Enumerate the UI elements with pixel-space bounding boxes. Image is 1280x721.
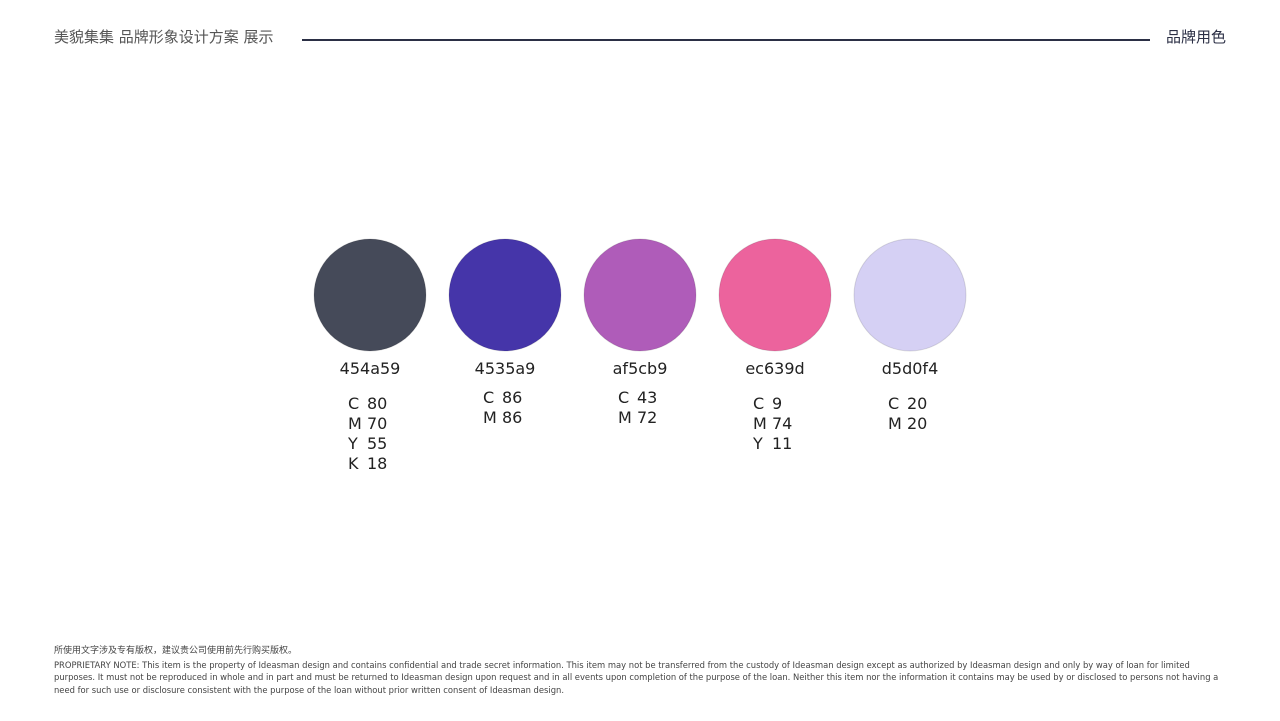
hex-code: 454a59	[339, 359, 401, 378]
cmyk-value: 55	[367, 434, 388, 453]
cmyk-value: 70	[367, 414, 388, 433]
hex-code: ec639d	[745, 359, 805, 378]
color-swatch	[448, 238, 562, 352]
hex-code: 4535a9	[474, 359, 536, 378]
cmyk-label: M	[483, 408, 497, 427]
color-swatch	[313, 238, 427, 352]
cmyk-value: 20	[907, 414, 928, 433]
cmyk-value: 80	[367, 394, 388, 413]
cmyk-value: 72	[637, 408, 658, 427]
cmyk-label: Y	[753, 434, 763, 453]
color-swatch	[583, 238, 697, 352]
copyright-note: 所使用文字涉及专有版权，建议贵公司使用前先行购买版权。	[54, 646, 298, 656]
cmyk-label: M	[618, 408, 632, 427]
hex-code: d5d0f4	[881, 359, 939, 378]
cmyk-label: M	[348, 414, 362, 433]
cmyk-label: C	[618, 388, 630, 407]
cmyk-label: K	[348, 454, 359, 473]
cmyk-value: 86	[502, 388, 523, 407]
cmyk-value: 74	[772, 414, 793, 433]
cmyk-value: 20	[907, 394, 928, 413]
cmyk-label: C	[483, 388, 495, 407]
header-title: 美貌集集 品牌形象设计方案 展示	[54, 28, 274, 46]
cmyk-label: C	[888, 394, 900, 413]
cmyk-value: 86	[502, 408, 523, 427]
cmyk-label: C	[753, 394, 765, 413]
cmyk-value: 9	[772, 394, 783, 413]
color-swatch	[853, 238, 967, 352]
section-title: 品牌用色	[1165, 28, 1226, 46]
cmyk-value: 11	[772, 434, 793, 453]
cmyk-label: C	[348, 394, 360, 413]
color-swatch	[718, 238, 832, 352]
cmyk-label: Y	[348, 434, 358, 453]
cmyk-label: M	[888, 414, 902, 433]
hex-code: af5cb9	[612, 359, 668, 378]
cmyk-label: M	[753, 414, 767, 433]
header-rule	[302, 39, 1150, 41]
cmyk-value: 43	[637, 388, 658, 407]
proprietary-note: PROPRIETARY NOTE: This item is the prope…	[54, 660, 1219, 695]
cmyk-value: 18	[367, 454, 388, 473]
